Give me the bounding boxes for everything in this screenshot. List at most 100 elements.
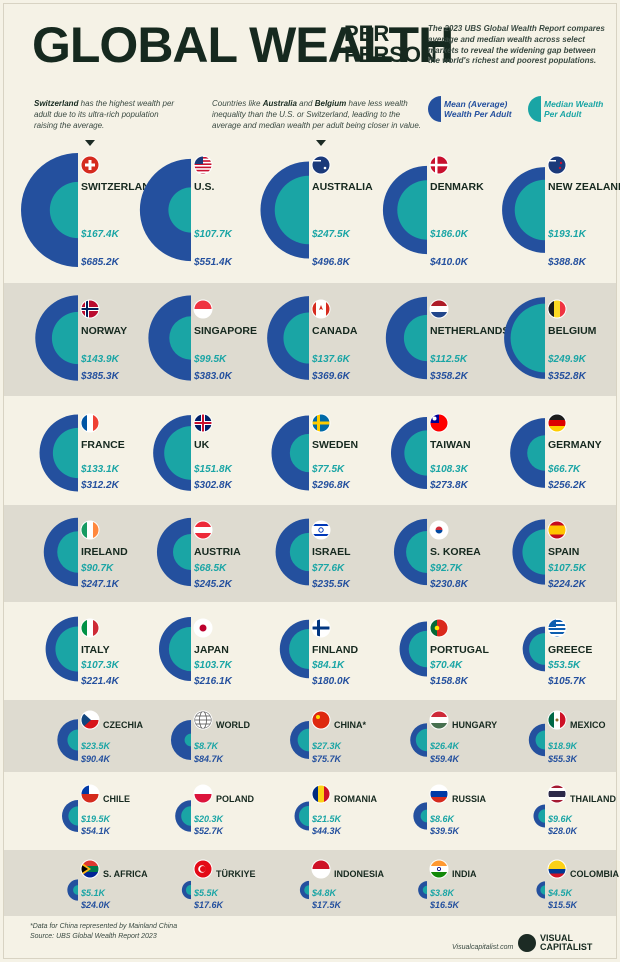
median-value-label: $4.5K (547, 888, 574, 898)
median-value-label: $108.3K (429, 464, 469, 475)
mean-value-label: $247.1K (80, 579, 120, 590)
country-germany: GERMANY $66.7K $256.2K (510, 413, 602, 491)
legend-mean-label: Mean (Average) Wealth Per Adult (444, 99, 512, 120)
uk-flag-icon (193, 413, 213, 433)
country-china: CHINA* $27.3K $75.7K (290, 710, 366, 764)
country-world: WORLD $8.7K $84.7K (170, 710, 250, 764)
south-korea-flag-icon (429, 520, 449, 540)
median-value-label: $23.5K (80, 741, 112, 751)
country-name: SPAIN (548, 546, 579, 558)
country-france: FRANCE $133.1K $312.2K (39, 413, 125, 492)
median-semicircle (297, 728, 309, 752)
country-australia: AUSTRALIA $247.5K $496.8K (260, 155, 373, 268)
mean-value-label: $385.3K (80, 371, 120, 382)
country-name: CZECHIA (103, 720, 143, 730)
median-value-label: $137.6K (311, 354, 351, 365)
mean-value-label: $216.1K (193, 676, 233, 687)
japan-flag-icon (193, 618, 213, 638)
country-name: ROMANIA (334, 794, 377, 804)
median-semicircle (168, 626, 191, 672)
country-new-zealand: NEW ZEALAND $193.1K $388.8K (502, 155, 620, 268)
median-semicircle (404, 430, 427, 476)
median-value-label: $5.5K (193, 888, 220, 898)
median-semicircle (52, 427, 78, 479)
country-czechia: CZECHIA $23.5K $90.4K (57, 710, 143, 764)
country-t-rkiye: TÜRKIYE $5.5K $17.6K (181, 859, 256, 910)
median-value-label: $20.3K (193, 814, 225, 824)
median-value-label: $107.3K (80, 660, 120, 671)
median-semicircle (397, 180, 427, 240)
country-name: INDIA (452, 869, 477, 879)
median-semicircle (283, 312, 309, 364)
norway-flag-icon (80, 299, 100, 319)
arrow-switzerland (85, 140, 95, 146)
median-value-label: $3.8K (429, 888, 456, 898)
median-value-label: $92.7K (429, 563, 463, 574)
country-austria: AUSTRIA $68.5K $245.2K (156, 517, 241, 590)
mean-value-label: $221.4K (80, 676, 120, 687)
country-name: PORTUGAL (430, 644, 490, 656)
intro-text: The 2023 UBS Global Wealth Report compar… (428, 24, 605, 66)
country-name: COLOMBIA (570, 869, 619, 879)
median-value-label: $77.6K (311, 563, 345, 574)
median-semicircle (289, 629, 309, 669)
median-value-label: $77.5K (311, 464, 345, 475)
median-semicircle (67, 729, 78, 751)
globe-icon (193, 710, 213, 730)
country-mexico: MEXICO $18.9K $55.3K (528, 710, 606, 764)
median-semicircle (408, 630, 427, 668)
median-semicircle (514, 179, 545, 241)
country-name: ITALY (81, 644, 110, 656)
median-value-label: $53.5K (547, 660, 581, 671)
south-africa-flag-icon (80, 859, 100, 879)
median-semicircle (173, 533, 191, 571)
legend-median-icon (528, 96, 541, 122)
median-value-label: $8.6K (429, 814, 456, 824)
median-semicircle (298, 805, 309, 827)
poland-flag-icon (193, 784, 213, 804)
country-russia: RUSSIA $8.6K $39.5K (413, 784, 487, 836)
country-canada: CANADA $137.6K $369.6K (267, 296, 358, 382)
median-value-label: $66.7K (547, 464, 581, 475)
median-value-label: $107.5K (547, 563, 587, 574)
mean-value-label: $52.7K (193, 826, 225, 836)
australia-flag-icon (311, 155, 331, 175)
switzerland-flag-icon (80, 155, 100, 175)
page-title-suffix: PER PERSON (344, 21, 437, 67)
country-name: CHILE (103, 794, 130, 804)
country-norway: NORWAY $143.9K $385.3K (35, 295, 127, 382)
median-value-label: $112.5K (429, 354, 468, 365)
legend-mean-icon (428, 96, 441, 122)
mean-semicircle (67, 879, 78, 901)
median-semicircle (289, 433, 309, 473)
country-name: NEW ZEALAND (548, 181, 620, 193)
median-semicircle (164, 426, 191, 480)
mean-semicircle (170, 719, 191, 761)
median-value-label: $4.8K (311, 888, 338, 898)
site-url[interactable]: Visualcapitalist.com (452, 944, 514, 951)
note-australia: Countries like Australia and Belgium hav… (212, 99, 422, 131)
country-name: ISRAEL (312, 546, 351, 558)
mean-value-label: $224.2K (547, 579, 587, 590)
row-band-6 (4, 700, 616, 772)
country-thailand: THAILAND $9.6K $28.0K (533, 784, 616, 836)
arrow-australia (316, 140, 326, 146)
country-name: GERMANY (548, 439, 602, 451)
mean-value-label: $383.0K (193, 371, 233, 382)
mean-value-label: $17.5K (311, 900, 343, 910)
median-semicircle (274, 175, 309, 245)
romania-flag-icon (311, 784, 331, 804)
country-name: INDONESIA (334, 869, 385, 879)
denmark-flag-icon (429, 155, 449, 175)
china-flag-icon (311, 710, 331, 730)
country-romania: ROMANIA $21.5K $44.3K (294, 784, 377, 836)
country-name: CHINA* (334, 720, 366, 730)
mean-value-label: $273.8K (429, 480, 469, 491)
mean-value-label: $235.5K (311, 579, 351, 590)
canada-flag-icon (311, 299, 331, 319)
median-value-label: $107.7K (193, 229, 233, 240)
median-semicircle (540, 885, 545, 895)
country-colombia: COLOMBIA $4.5K $15.5K (536, 859, 619, 910)
median-semicircle (184, 733, 191, 747)
taiwan-flag-icon (429, 413, 449, 433)
